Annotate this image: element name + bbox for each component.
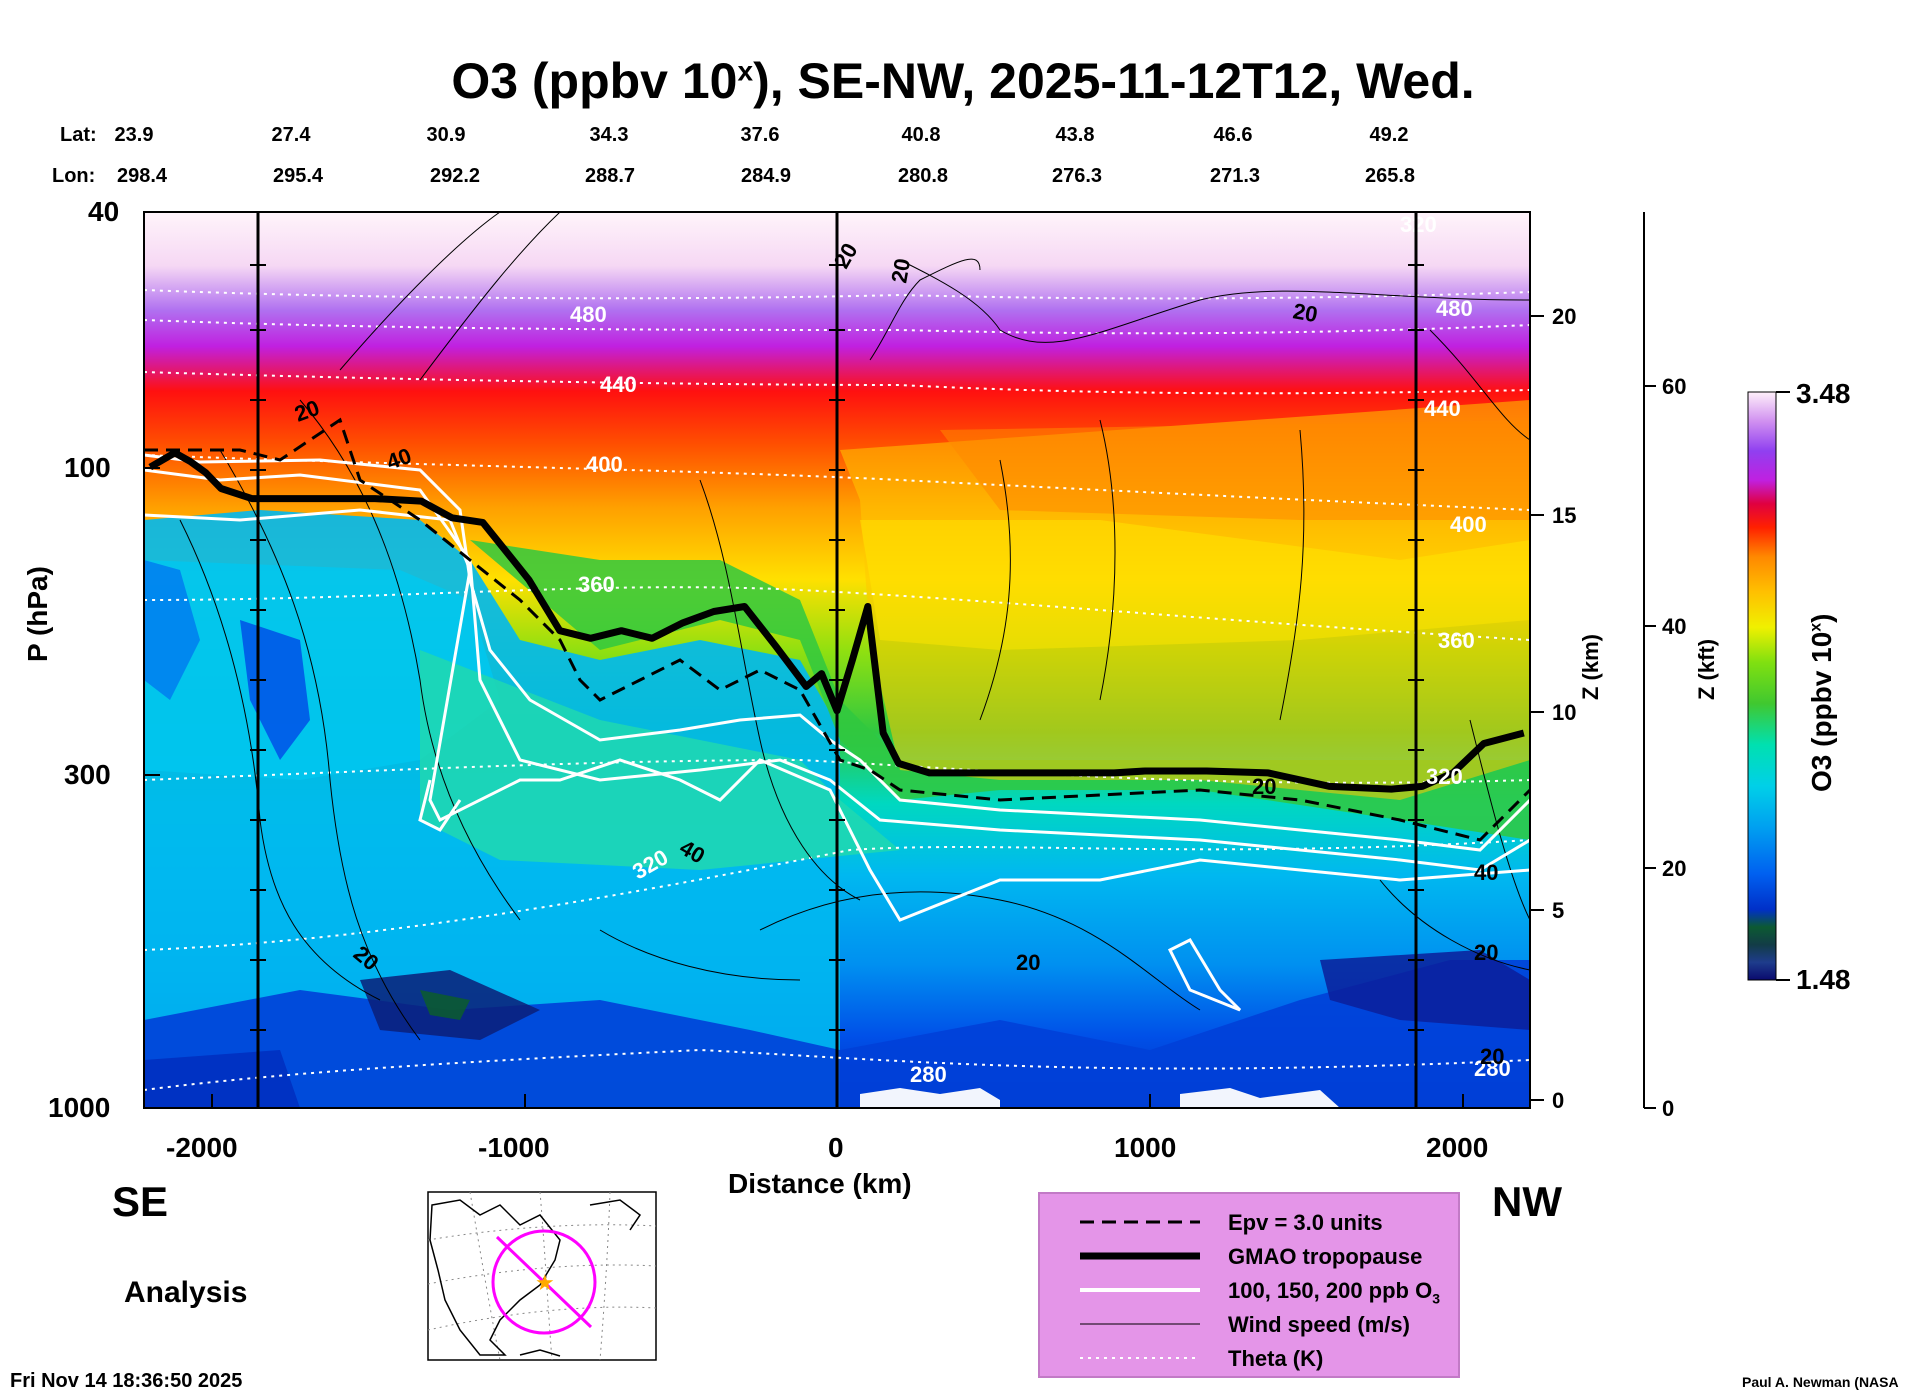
lon-row: 298.4 295.4 292.2 288.7 284.9 280.8 276.… (0, 165, 1926, 195)
z-km-label: Z (km) (1578, 634, 1603, 700)
colorbar (1747, 391, 1777, 981)
lon-value: 284.9 (740, 165, 792, 187)
wind-speed-contours (179, 212, 1530, 1041)
se-label: SE (112, 1178, 169, 1225)
lat-value: 49.2 (1369, 124, 1409, 146)
theta-label: 320 (1426, 764, 1463, 789)
z-km-tick: 20 (1552, 304, 1577, 329)
chart-title: O3 (ppbv 10x), SE-NW, 2025-11-12T12, Wed… (451, 53, 1475, 109)
lat-value: 34.3 (589, 124, 629, 146)
theta-contours (144, 289, 1530, 1091)
wind-label: 20 (1480, 1044, 1504, 1069)
legend-item-ozone: 100, 150, 200 ppb O3 (1080, 1278, 1441, 1307)
z-kft-axis (1643, 212, 1656, 1109)
z-km-tick: 0 (1552, 1088, 1565, 1113)
lon-value: 292.2 (429, 165, 481, 187)
wind-label: 20 (1252, 774, 1276, 799)
legend-item-wind: Wind speed (m/s) (1080, 1312, 1410, 1337)
p-tick-label: 40 (88, 196, 120, 227)
lon-label: Lon: (52, 165, 96, 187)
ozone-ppb-contours (144, 453, 1530, 1012)
p-tick-label: 300 (64, 759, 111, 790)
profile-ticks (250, 264, 1424, 1031)
analysis-label: Analysis (124, 1276, 248, 1309)
x-axis-ticks (211, 1094, 1464, 1108)
z-kft-label: Z (kft) (1694, 638, 1719, 700)
p-axis-label: P (hPa) (22, 566, 53, 662)
theta-label: 280 (1474, 1056, 1511, 1081)
colorbar-min: 1.48 (1796, 964, 1851, 995)
x-tick-label: 0 (828, 1132, 844, 1163)
locator-map: ★ (427, 1191, 657, 1361)
z-km-tick: 15 (1552, 503, 1577, 528)
theta-label: 400 (586, 452, 623, 477)
lon-value: 295.4 (272, 165, 324, 187)
theta-label: 360 (578, 572, 615, 597)
x-tick-label: 2000 (1426, 1132, 1489, 1163)
lat-label: Lat: (60, 124, 97, 146)
wind-label: 20 (1291, 298, 1319, 327)
lat-value: 37.6 (740, 124, 780, 146)
profile-lines (256, 212, 1418, 1108)
epv-contour (144, 417, 1530, 842)
lat-value: 43.8 (1055, 124, 1095, 146)
p-tick-label: 100 (64, 452, 111, 483)
colorbar-max: 3.48 (1796, 378, 1851, 409)
gmao-tropopause-line (148, 449, 1525, 793)
lon-value: 271.3 (1209, 165, 1261, 187)
x-tick-label: 1000 (1114, 1132, 1177, 1163)
theta-label: 480 (570, 302, 607, 327)
theta-label: 440 (600, 372, 637, 397)
lat-value: 27.4 (271, 124, 311, 146)
z-km-tick: 5 (1552, 898, 1565, 923)
theta-label: 320 (1400, 212, 1437, 237)
wind-label: 20 (1016, 950, 1040, 975)
lon-value: 298.4 (116, 165, 168, 187)
wind-label: 20 (886, 256, 915, 284)
svg-text:★: ★ (535, 1270, 555, 1295)
credit: Paul A. Newman (NASA (1742, 1374, 1899, 1390)
theta-label: 360 (1438, 628, 1475, 653)
legend-item-theta: Theta (K) (1080, 1346, 1324, 1371)
x-tick-label: -2000 (166, 1132, 238, 1163)
lat-row: 23.9 27.4 30.9 34.3 37.6 40.8 43.8 46.6 … (0, 124, 1926, 154)
z-kft-tick: 20 (1662, 856, 1687, 881)
colorbar-label: O3 (ppbv 10x) (1806, 613, 1837, 793)
lon-value: 265.8 (1364, 165, 1416, 187)
p-axis-ticks (144, 211, 160, 1109)
wind-label: 20 (1474, 940, 1498, 965)
lat-value: 30.9 (426, 124, 466, 146)
x-axis-label: Distance (km) (728, 1168, 912, 1199)
lon-value: 288.7 (584, 165, 636, 187)
timestamp: Fri Nov 14 18:36:50 2025 (10, 1370, 243, 1392)
theta-label: 280 (910, 1062, 947, 1087)
theta-label: 440 (1424, 396, 1461, 421)
z-km-tick: 10 (1552, 700, 1577, 725)
theta-label: 480 (1436, 296, 1473, 321)
z-km-axis (1529, 212, 1544, 1108)
z-kft-tick: 40 (1662, 614, 1687, 639)
lat-value: 23.9 (114, 124, 154, 146)
nw-label: NW (1492, 1178, 1562, 1225)
legend-item-tropopause: GMAO tropopause (1080, 1244, 1423, 1269)
lat-value: 40.8 (901, 124, 941, 146)
lat-value: 46.6 (1213, 124, 1253, 146)
legend: Epv = 3.0 units GMAO tropopause 100, 150… (1038, 1192, 1460, 1378)
lon-value: 276.3 (1051, 165, 1103, 187)
wind-label: 40 (1474, 860, 1498, 885)
x-tick-label: -1000 (478, 1132, 550, 1163)
lon-value: 280.8 (897, 165, 949, 187)
z-kft-tick: 60 (1662, 374, 1687, 399)
p-tick-label: 1000 (48, 1092, 111, 1123)
z-kft-tick: 0 (1662, 1096, 1675, 1121)
legend-item-epv: Epv = 3.0 units (1080, 1210, 1383, 1235)
theta-label: 400 (1450, 512, 1487, 537)
